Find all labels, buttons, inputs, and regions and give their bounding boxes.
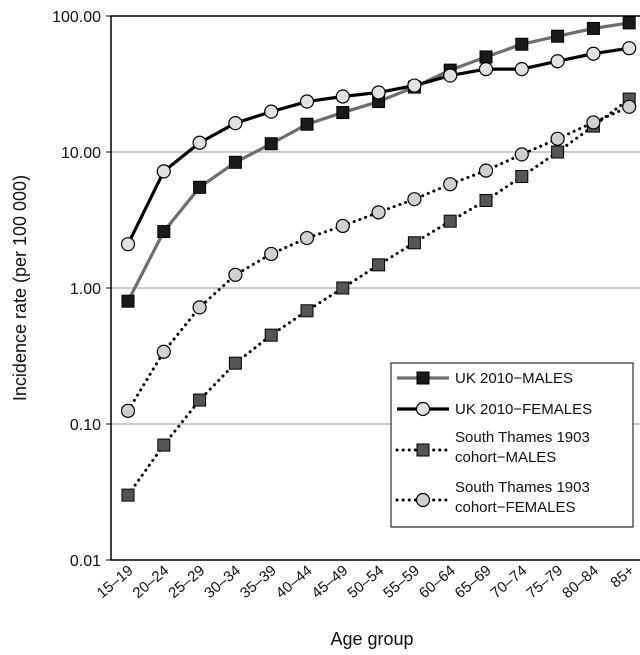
data-point-square <box>121 294 135 308</box>
data-point-square <box>193 180 207 194</box>
data-point-square <box>551 145 565 159</box>
data-point-square <box>336 281 350 295</box>
data-point-circle <box>264 104 279 119</box>
data-point-circle <box>156 164 171 179</box>
data-point-square <box>264 328 278 342</box>
series-4 <box>120 99 637 418</box>
data-point-circle <box>550 54 565 69</box>
y-tick-label: 1.00 <box>70 281 101 298</box>
y-tick-label: 10.00 <box>61 145 101 162</box>
data-point-square <box>622 16 636 30</box>
y-tick-labels: 100.00 10.00 1.00 0.10 0.01 <box>52 9 111 570</box>
data-point-circle <box>622 99 637 114</box>
data-point-square <box>479 50 493 64</box>
x-axis-label: Age group <box>330 629 413 649</box>
data-point-circle <box>407 78 422 93</box>
data-point-circle <box>443 68 458 83</box>
legend-marker-circle <box>415 492 431 508</box>
data-point-circle <box>156 344 171 359</box>
data-point-square <box>515 170 529 184</box>
data-point-circle <box>514 147 529 162</box>
data-point-circle <box>371 85 386 100</box>
data-point-circle <box>371 205 386 220</box>
x-tick-label: 65–69 <box>452 562 495 602</box>
y-tick-label: 0.10 <box>70 417 101 434</box>
x-tick-label: 70–74 <box>487 562 530 602</box>
x-tick-labels: 15–1920–2425–2930–3435–3940–4445–4950–54… <box>94 562 638 602</box>
data-point-square <box>228 155 242 169</box>
x-tick-label: 45–49 <box>308 562 351 602</box>
x-tick-label: 50–54 <box>344 562 387 602</box>
data-point-circle <box>335 89 350 104</box>
legend-marker-circle <box>415 401 431 417</box>
data-point-circle <box>443 177 458 192</box>
y-tick-label: 100.00 <box>52 9 101 26</box>
data-point-square <box>551 29 565 43</box>
data-point-square <box>479 193 493 207</box>
data-point-square <box>264 137 278 151</box>
data-point-circle <box>192 300 207 315</box>
data-point-circle <box>192 135 207 150</box>
data-point-square <box>586 21 600 35</box>
data-point-square <box>157 225 171 239</box>
data-point-square <box>443 214 457 228</box>
legend: UK 2010−MALES UK 2010−FEMALES South Thames… <box>390 362 634 528</box>
y-axis-label: Incidence rate (per 100 000) <box>10 175 30 401</box>
data-point-circle <box>586 46 601 61</box>
data-point-circle <box>514 61 529 77</box>
legend-label: cohort−FEMALES <box>455 499 575 516</box>
data-point-circle <box>622 41 637 56</box>
series-group <box>120 16 637 502</box>
x-tick-label: 35–39 <box>237 562 280 602</box>
data-point-circle <box>335 218 350 234</box>
x-tick-label: 30–34 <box>201 562 244 602</box>
data-point-square <box>228 356 242 370</box>
legend-label: South Thames 1903 <box>455 479 590 496</box>
data-point-circle <box>228 116 243 131</box>
legend-marker-square <box>416 443 430 457</box>
legend-label: UK 2010−FEMALES <box>455 401 592 418</box>
x-tick-label: 20–24 <box>129 562 172 602</box>
x-tick-label: 40–44 <box>273 562 316 602</box>
series-1 <box>121 16 636 308</box>
x-tick-label: 85+ <box>607 562 638 592</box>
data-point-circle <box>228 267 243 282</box>
x-tick-label: 75–79 <box>523 562 566 602</box>
y-tick-label: 0.01 <box>70 553 101 570</box>
legend-label: South Thames 1903 <box>455 429 590 446</box>
data-point-circle <box>299 230 315 246</box>
series-2 <box>120 41 637 252</box>
legend-label: cohort−MALES <box>455 449 556 466</box>
data-point-square <box>300 117 314 131</box>
data-point-circle <box>120 403 136 418</box>
x-tick-label: 25–29 <box>165 562 208 602</box>
legend-label: UK 2010−MALES <box>455 370 573 387</box>
data-point-square <box>407 236 421 250</box>
x-tick-label: 55–59 <box>380 562 423 602</box>
series-line <box>126 105 631 413</box>
data-point-square <box>300 304 314 318</box>
legend-marker-square <box>416 371 430 385</box>
data-point-circle <box>264 246 279 262</box>
legend-box <box>390 362 634 528</box>
data-point-square <box>193 393 207 407</box>
data-point-square <box>336 106 350 120</box>
data-point-circle <box>550 131 565 146</box>
data-point-square <box>515 37 529 51</box>
data-point-circle <box>478 61 494 77</box>
x-tick-label: 80–84 <box>559 562 602 602</box>
x-tick-label: 60–64 <box>416 562 459 602</box>
data-point-circle <box>407 192 422 207</box>
data-point-circle <box>299 94 315 109</box>
series-3 <box>121 92 636 502</box>
data-point-square <box>121 488 135 502</box>
data-point-circle <box>120 237 136 252</box>
data-point-circle <box>478 163 494 178</box>
series-line <box>126 97 631 497</box>
data-point-circle <box>586 115 601 130</box>
data-point-square <box>372 258 386 272</box>
data-point-square <box>157 438 171 452</box>
